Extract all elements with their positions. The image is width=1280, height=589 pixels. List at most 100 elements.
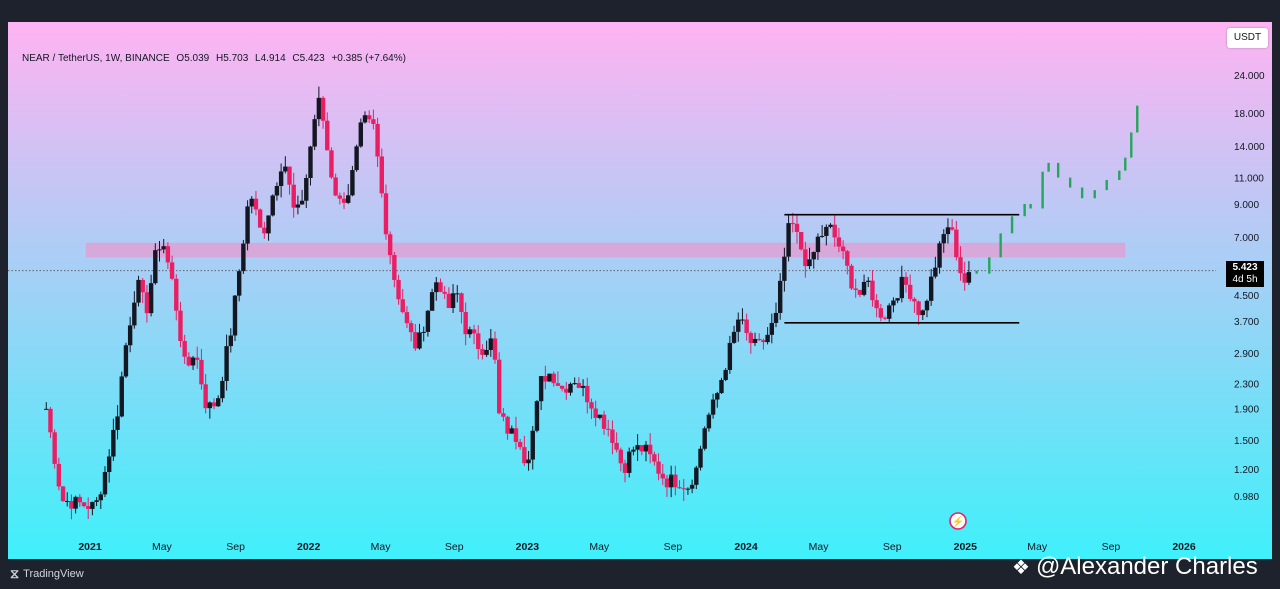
candle-body — [471, 329, 477, 334]
candle-body — [543, 376, 548, 382]
candle-countdown: 4d 5h — [1232, 274, 1258, 285]
candle-body — [517, 441, 523, 448]
candle-body — [174, 278, 179, 311]
candle-body — [362, 115, 368, 123]
chart-frame[interactable]: 24.000 18.000 14.000 11.000 9.000 7.000 4.500 3… — [8, 22, 1272, 559]
x-tick-label: Sep — [883, 541, 902, 553]
candle-body — [903, 276, 909, 285]
y-tick-label: 3.700 — [1234, 317, 1259, 328]
candle-body — [48, 408, 53, 433]
candle-body — [287, 166, 292, 185]
candle-body — [337, 195, 343, 199]
y-tick-label: 18.000 — [1234, 109, 1265, 120]
candle-body — [291, 184, 296, 208]
candle-body — [161, 246, 166, 250]
candle-body — [639, 445, 644, 452]
candle-body — [828, 224, 833, 227]
candle-body — [522, 447, 527, 464]
x-tick-label: 2025 — [954, 541, 978, 553]
candle-body — [220, 380, 225, 399]
forecast-bar — [1124, 157, 1127, 171]
forecast-bar — [975, 270, 978, 274]
candle-body — [115, 416, 120, 430]
x-tick-label: Sep — [664, 541, 683, 553]
close-value: C5.423 — [292, 53, 325, 64]
candle-body — [715, 393, 720, 400]
candle-body — [375, 123, 380, 157]
candle-body — [190, 357, 196, 366]
candle-body — [148, 283, 154, 314]
candle-body — [136, 279, 141, 303]
candle-body — [748, 333, 754, 344]
candle-body — [186, 356, 192, 366]
x-tick-label: 2023 — [516, 541, 540, 553]
x-tick-label: Sep — [1102, 541, 1121, 553]
forecast-bar — [1010, 216, 1014, 234]
candle-body — [928, 276, 934, 301]
candle-body — [245, 206, 250, 244]
candle-body — [278, 171, 284, 186]
candle-body — [492, 338, 498, 360]
y-tick-label: 14.000 — [1234, 142, 1265, 153]
candle-body — [346, 195, 351, 203]
candle-body — [534, 401, 540, 431]
candle-body — [320, 97, 326, 121]
candle-body — [765, 334, 770, 343]
symbol-header: NEAR / TetherUS, 1W, BINANCE O5.039 H5.7… — [22, 53, 410, 64]
y-tick-label: 11.000 — [1234, 174, 1264, 185]
forecast-bar — [1136, 105, 1139, 133]
candle-body — [241, 243, 246, 272]
candle-body — [891, 300, 896, 306]
tradingview-label: TradingView — [23, 568, 84, 580]
candle-body — [652, 454, 657, 462]
candle-body — [526, 459, 531, 464]
candle-body — [199, 359, 204, 385]
candle-body — [803, 249, 808, 267]
candle-body — [757, 338, 762, 341]
candle-body — [819, 235, 825, 237]
candle-body — [811, 252, 816, 260]
candle-body — [299, 200, 305, 205]
candle-body — [434, 282, 439, 293]
plot-background — [8, 22, 1272, 559]
forecast-bar — [1047, 162, 1050, 172]
candle-body — [178, 310, 183, 341]
candle-body — [836, 237, 842, 247]
candle-body — [379, 156, 384, 194]
event-flash-icon[interactable] — [949, 512, 967, 530]
candle-body — [589, 402, 594, 409]
forecast-bar — [1080, 187, 1084, 199]
tradingview-logo[interactable]: ⧖ TradingView — [10, 566, 84, 582]
candle-body — [740, 319, 745, 321]
candle-body — [211, 402, 217, 407]
candle-body — [463, 312, 468, 335]
y-tick-label: 2.300 — [1234, 380, 1259, 391]
candle-body — [773, 312, 779, 323]
y-tick-label: 24.000 — [1234, 71, 1265, 82]
candle-body — [689, 484, 695, 489]
candle-body — [81, 502, 87, 507]
currency-unit-button[interactable]: USDT — [1227, 28, 1268, 48]
candle-body — [572, 383, 577, 385]
current-price-tag: 5.423 4d 5h — [1226, 261, 1264, 287]
candle-body — [941, 234, 946, 244]
candle-body — [782, 256, 787, 281]
forecast-bar — [1041, 171, 1044, 209]
candle-body — [308, 146, 313, 179]
candle-body — [786, 223, 791, 257]
candle-body — [635, 445, 640, 450]
price-chart[interactable]: 24.000 18.000 14.000 11.000 9.000 7.000 4.500 3… — [8, 22, 1272, 559]
candle-body — [350, 170, 355, 196]
candle-body — [790, 223, 795, 225]
candle-body — [371, 119, 376, 124]
candle-body — [446, 293, 452, 308]
candle-body — [417, 332, 422, 349]
candle-body — [203, 384, 208, 409]
candle-body — [752, 338, 758, 344]
candle-body — [878, 308, 884, 318]
symbol-label: NEAR / TetherUS, 1W, BINANCE — [22, 53, 170, 64]
candle-body — [86, 506, 91, 509]
candle-body — [660, 473, 665, 479]
candle-body — [601, 414, 607, 429]
candle-body — [262, 227, 267, 234]
